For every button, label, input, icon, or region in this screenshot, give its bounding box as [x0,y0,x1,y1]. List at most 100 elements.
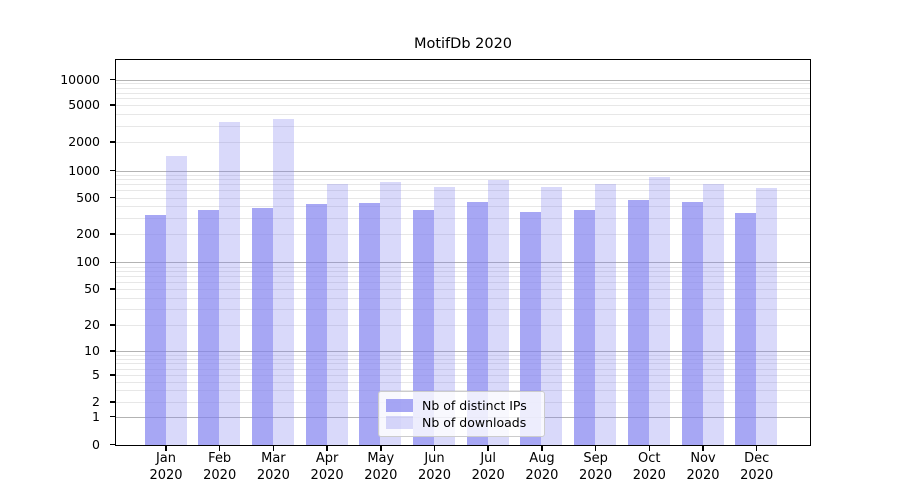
gridline-minor [116,368,810,370]
x-tick-mark [702,446,704,451]
y-tick-mark [110,196,115,199]
x-tick-mark [755,446,758,451]
y-tick-label: 10 [84,342,100,358]
bar-downloads [380,181,402,445]
y-tick-mark [110,261,115,264]
bar-downloads [702,184,724,445]
y-tick-label: 5000 [68,97,100,112]
bar-distinct-ips [735,213,757,445]
bar-downloads [272,118,294,445]
gridline-minor [116,354,810,356]
y-tick-mark [110,141,115,143]
gridline-minor [116,179,810,181]
bar-downloads [165,155,187,445]
legend-item-downloads: Nb of downloads [386,414,536,431]
y-tick-label: 1000 [68,162,100,178]
gridline-major [116,351,810,352]
gridline-major [116,262,810,264]
x-tick-label: Mar 2020 [256,451,290,483]
bar-distinct-ips [574,210,596,445]
gridline-minor [116,125,810,127]
x-tick-mark [165,446,167,451]
y-tick-mark [110,415,115,418]
legend: Nb of distinct IPs Nb of downloads [378,391,545,437]
gridline-minor [116,98,810,100]
y-tick-mark [110,374,115,376]
y-tick-mark [110,78,115,81]
x-tick-mark [648,446,651,451]
y-tick-label: 100 [76,254,100,270]
gridline-minor [116,282,810,284]
y-tick-label: 0 [92,436,100,452]
gridline-minor [116,87,810,89]
bar-downloads [595,183,617,445]
gridline-minor [116,234,810,235]
bar-distinct-ips [520,211,542,445]
gridline-minor [116,289,810,291]
gridline-minor [116,325,810,326]
bar-distinct-ips [681,202,703,445]
bar-distinct-ips [305,204,327,445]
legend-label-downloads: Nb of downloads [422,415,527,430]
gridline-minor [116,266,810,268]
x-tick-label: May 2020 [364,451,398,483]
y-tick-mark [110,324,115,326]
gridline-minor [116,105,810,107]
y-tick-mark [110,443,115,446]
gridline-minor [116,358,810,360]
gridline-minor [116,297,810,299]
x-tick-mark [594,446,597,451]
gridline-minor [116,271,810,273]
x-tick-label: Jan 2020 [149,451,183,483]
chart-title: MotifDb 2020 [413,36,513,52]
gridline-minor [116,217,810,219]
x-tick-mark [380,446,382,451]
legend-swatch-downloads [386,416,413,429]
x-tick-mark [272,446,275,451]
x-tick-label: Oct 2020 [632,451,666,483]
gridline-minor [116,184,810,186]
bar-downloads [326,183,348,445]
y-tick-label: 200 [76,225,100,241]
gridline-major [116,79,810,81]
x-tick-label: Nov 2020 [686,451,720,483]
gridline-minor [116,142,810,143]
y-tick-label: 2000 [68,133,100,149]
x-tick-label: Jun 2020 [417,451,452,483]
x-tick-label: Apr 2020 [310,451,344,483]
bar-downloads [434,186,455,445]
legend-item-distinct-ips: Nb of distinct IPs [386,397,536,414]
x-tick-mark [326,446,328,451]
y-tick-label: 50 [84,281,100,297]
gridline-minor [116,83,810,85]
bar-downloads [219,122,241,445]
x-tick-label: Jul 2020 [471,451,505,483]
gridline-minor [116,92,810,94]
gridline-minor [116,114,810,116]
x-tick-label: Feb 2020 [203,451,237,483]
y-tick-mark [110,350,115,352]
y-tick-mark [110,104,115,106]
y-tick-label: 10000 [60,71,100,87]
bar-distinct-ips [466,201,488,445]
bar-downloads [487,180,509,445]
gridline-minor [116,309,810,311]
gridline-minor [116,375,810,376]
bar-distinct-ips [198,210,220,445]
y-tick-label: 20 [84,316,100,332]
y-tick-label: 500 [76,189,100,205]
gridline-minor [116,390,810,392]
gridline-minor [116,206,810,208]
y-tick-mark [110,401,115,403]
gridline-minor [116,197,810,199]
y-tick-label: 2 [92,393,100,409]
gridline-minor [116,381,810,383]
x-tick-mark [487,446,489,451]
bar-distinct-ips [144,215,166,445]
bar-distinct-ips [627,200,649,445]
gridline-minor [116,190,810,192]
y-tick-label: 5 [92,366,100,382]
gridline-minor [116,174,810,176]
x-tick-label: Sep 2020 [579,451,613,483]
